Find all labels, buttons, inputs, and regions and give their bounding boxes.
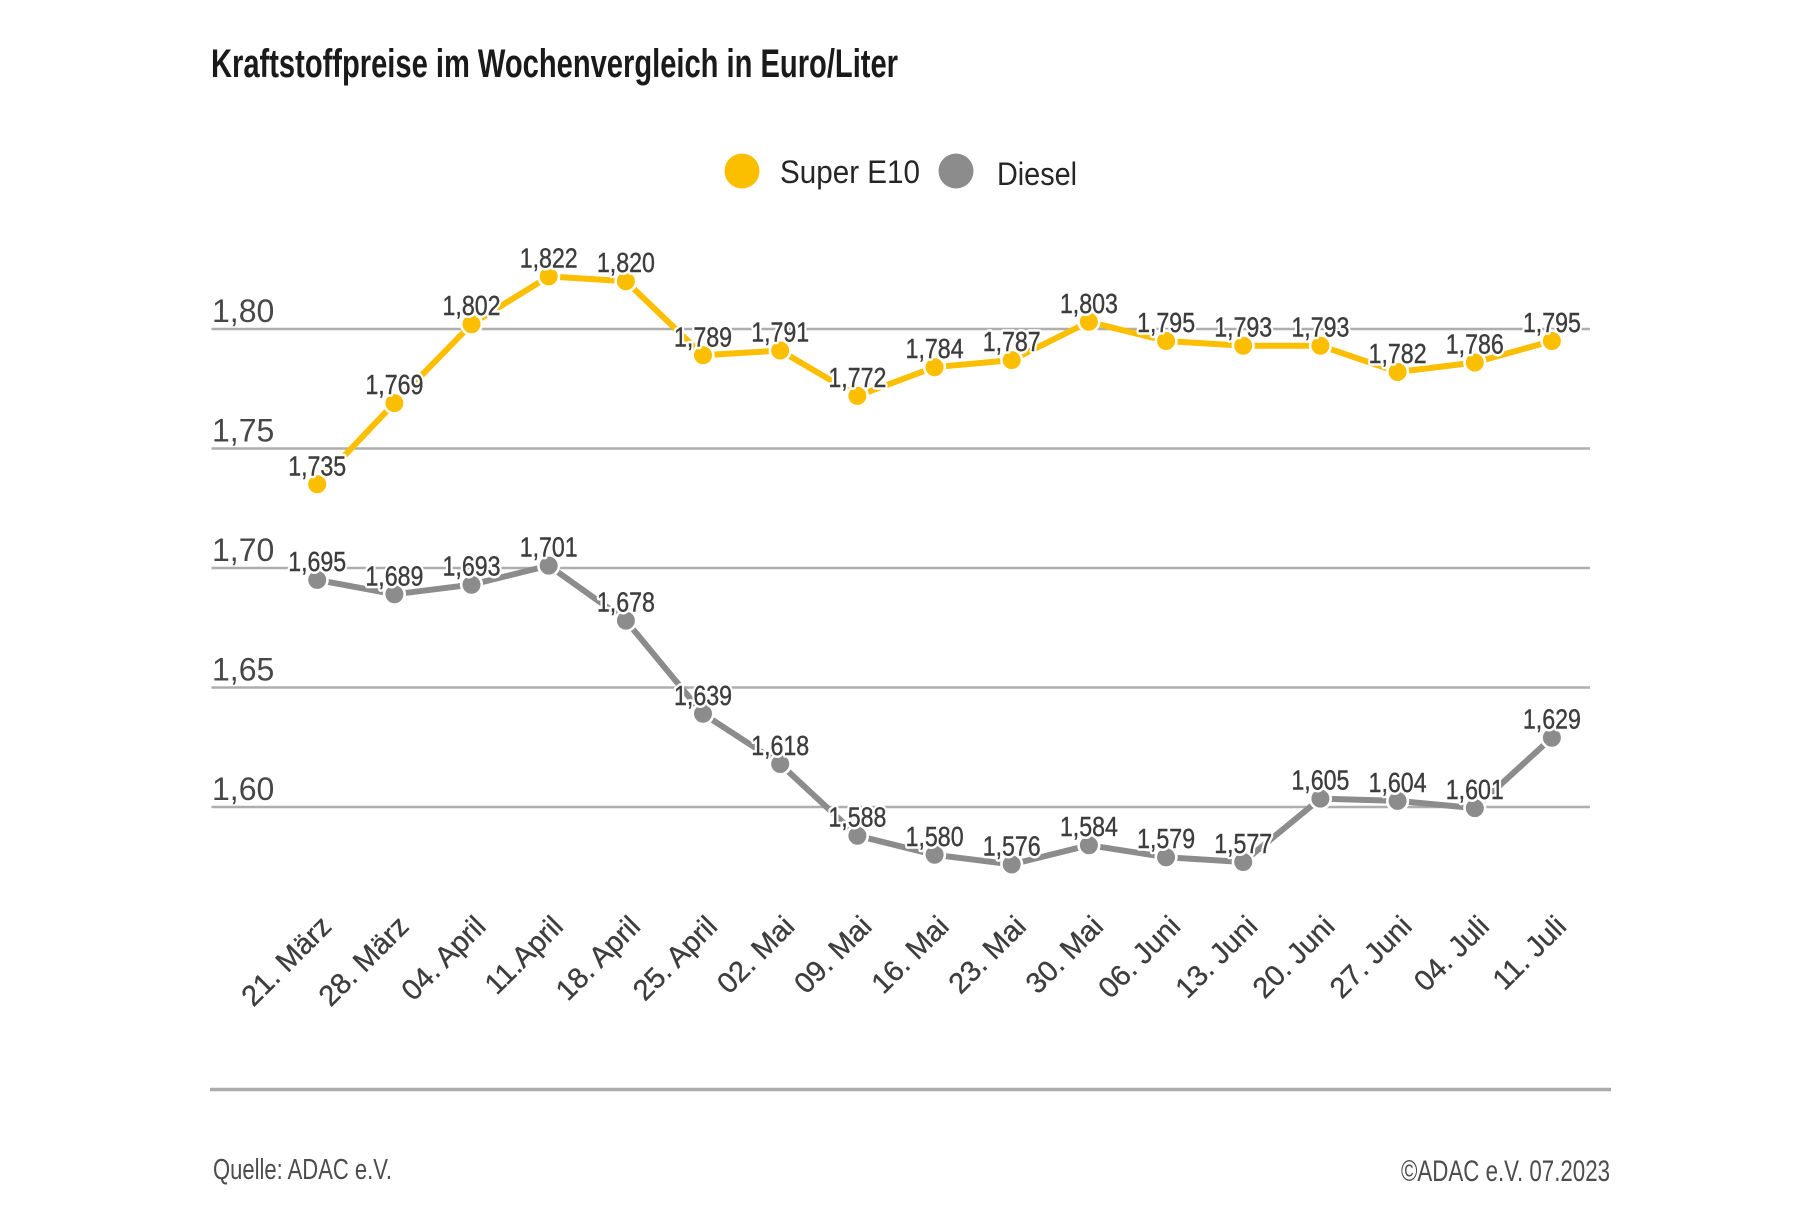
svg-text:1,693: 1,693 xyxy=(443,551,501,582)
svg-text:1,793: 1,793 xyxy=(1214,312,1272,343)
svg-text:1,791: 1,791 xyxy=(751,317,809,348)
svg-text:1,629: 1,629 xyxy=(1523,704,1581,735)
svg-text:1,793: 1,793 xyxy=(1214,312,1272,343)
svg-text:1,782: 1,782 xyxy=(1369,338,1427,369)
svg-text:1,789: 1,789 xyxy=(674,321,732,352)
svg-text:1,786: 1,786 xyxy=(1446,329,1504,360)
svg-text:1,678: 1,678 xyxy=(597,587,655,618)
svg-text:1,735: 1,735 xyxy=(288,450,346,481)
svg-text:1,787: 1,787 xyxy=(983,326,1041,357)
svg-text:1,579: 1,579 xyxy=(1137,823,1195,854)
svg-text:1,789: 1,789 xyxy=(674,321,732,352)
svg-text:1,588: 1,588 xyxy=(828,802,886,833)
svg-text:1,772: 1,772 xyxy=(828,362,886,393)
svg-text:Quelle: ADAC e.V.: Quelle: ADAC e.V. xyxy=(213,1154,392,1186)
svg-text:1,820: 1,820 xyxy=(597,247,655,278)
svg-text:1,803: 1,803 xyxy=(1060,288,1118,319)
svg-text:1,65: 1,65 xyxy=(212,652,274,688)
svg-text:1,605: 1,605 xyxy=(1291,765,1349,796)
svg-text:1,689: 1,689 xyxy=(365,560,423,591)
svg-text:1,793: 1,793 xyxy=(1291,312,1349,343)
svg-text:1,784: 1,784 xyxy=(906,333,964,364)
svg-text:1,769: 1,769 xyxy=(365,369,423,400)
svg-text:1,820: 1,820 xyxy=(597,247,655,278)
svg-text:1,579: 1,579 xyxy=(1137,823,1195,854)
svg-text:1,70: 1,70 xyxy=(212,532,274,568)
svg-text:1,782: 1,782 xyxy=(1369,338,1427,369)
svg-text:1,601: 1,601 xyxy=(1446,774,1504,805)
svg-text:1,584: 1,584 xyxy=(1060,811,1118,842)
svg-text:1,701: 1,701 xyxy=(520,532,578,563)
svg-text:1,795: 1,795 xyxy=(1137,307,1195,338)
svg-text:1,601: 1,601 xyxy=(1446,774,1504,805)
svg-text:1,793: 1,793 xyxy=(1291,312,1349,343)
svg-text:Diesel: Diesel xyxy=(997,156,1077,192)
svg-text:1,802: 1,802 xyxy=(443,290,501,321)
svg-text:1,80: 1,80 xyxy=(212,293,274,329)
svg-text:1,795: 1,795 xyxy=(1523,307,1581,338)
svg-text:1,802: 1,802 xyxy=(443,290,501,321)
svg-text:1,75: 1,75 xyxy=(212,413,274,449)
svg-text:1,618: 1,618 xyxy=(751,730,809,761)
svg-text:1,772: 1,772 xyxy=(828,362,886,393)
svg-text:1,639: 1,639 xyxy=(674,680,732,711)
svg-text:1,735: 1,735 xyxy=(288,450,346,481)
svg-text:1,678: 1,678 xyxy=(597,587,655,618)
svg-text:1,639: 1,639 xyxy=(674,680,732,711)
svg-text:1,822: 1,822 xyxy=(520,242,578,273)
svg-text:1,693: 1,693 xyxy=(443,551,501,582)
svg-text:1,604: 1,604 xyxy=(1369,767,1427,798)
svg-text:1,576: 1,576 xyxy=(983,830,1041,861)
svg-text:1,784: 1,784 xyxy=(906,333,964,364)
svg-text:1,577: 1,577 xyxy=(1214,828,1272,859)
svg-text:1,689: 1,689 xyxy=(365,560,423,591)
svg-text:Super E10: Super E10 xyxy=(780,154,920,190)
svg-text:1,786: 1,786 xyxy=(1446,329,1504,360)
svg-text:1,605: 1,605 xyxy=(1291,765,1349,796)
svg-text:1,629: 1,629 xyxy=(1523,704,1581,735)
svg-text:1,580: 1,580 xyxy=(906,821,964,852)
svg-text:1,695: 1,695 xyxy=(288,546,346,577)
svg-text:1,588: 1,588 xyxy=(828,802,886,833)
svg-text:1,701: 1,701 xyxy=(520,532,578,563)
svg-text:1,584: 1,584 xyxy=(1060,811,1118,842)
svg-text:1,791: 1,791 xyxy=(751,317,809,348)
svg-text:1,795: 1,795 xyxy=(1137,307,1195,338)
svg-text:1,769: 1,769 xyxy=(365,369,423,400)
svg-text:Kraftstoffpreise im Wochenverg: Kraftstoffpreise im Wochenvergleich in E… xyxy=(211,42,898,86)
svg-text:©ADAC e.V. 07.2023: ©ADAC e.V. 07.2023 xyxy=(1401,1155,1610,1188)
svg-text:1,795: 1,795 xyxy=(1523,307,1581,338)
svg-text:1,803: 1,803 xyxy=(1060,288,1118,319)
svg-text:1,822: 1,822 xyxy=(520,242,578,273)
svg-text:1,604: 1,604 xyxy=(1369,767,1427,798)
svg-text:1,618: 1,618 xyxy=(751,730,809,761)
svg-text:1,580: 1,580 xyxy=(906,821,964,852)
svg-text:1,695: 1,695 xyxy=(288,546,346,577)
svg-text:1,60: 1,60 xyxy=(212,771,274,807)
svg-text:1,787: 1,787 xyxy=(983,326,1041,357)
svg-text:1,577: 1,577 xyxy=(1214,828,1272,859)
svg-text:1,576: 1,576 xyxy=(983,830,1041,861)
